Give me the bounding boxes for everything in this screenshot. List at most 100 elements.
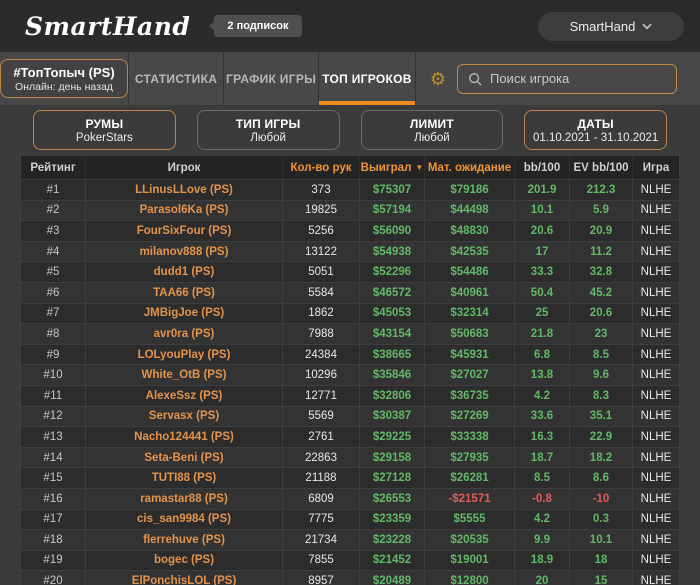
player-name-link[interactable]: TUTI88 (PS) <box>86 468 283 488</box>
tab-game-graph[interactable]: ГРАФИК ИГРЫ <box>224 52 320 105</box>
column-header-7[interactable]: Игра <box>633 156 679 179</box>
game-cell: NLHE <box>640 472 672 485</box>
filter-dates[interactable]: ДАТЫ 01.10.2021 - 31.10.2021 <box>524 110 667 150</box>
rank-cell: #13 <box>21 427 86 447</box>
settings-gear-icon[interactable]: ⚙ <box>429 68 446 89</box>
hands-count-cell: 373 <box>283 180 360 200</box>
player-search-input[interactable] <box>489 71 666 86</box>
ev-won-cell: $45931 <box>425 344 515 365</box>
player-name-link[interactable]: LOLyouPlay (PS) <box>86 344 283 365</box>
hands-count-cell: 8957 <box>283 571 360 585</box>
bb100-cell: 10.1 <box>515 200 570 221</box>
game-cell: NLHE <box>640 245 672 258</box>
chevron-down-icon <box>642 23 652 29</box>
won-cell: $23228 <box>360 530 425 550</box>
player-search-box[interactable] <box>456 63 677 94</box>
player-name-link[interactable]: dudd1 (PS) <box>86 262 283 282</box>
player-name-link[interactable]: milanov888 (PS) <box>86 241 283 262</box>
hands-count-cell: 24384 <box>283 344 360 365</box>
tab-statistics[interactable]: СТАТИСТИКА <box>129 52 225 105</box>
bb100-cell: 8.5 <box>515 468 570 488</box>
player-name-link[interactable]: Parasol6Ka (PS) <box>86 200 283 221</box>
ev-won-cell: -$21571 <box>425 488 515 509</box>
hands-count-cell: 10296 <box>283 365 360 385</box>
tab-game-graph-label: ГРАФИК ИГРЫ <box>226 71 317 86</box>
won-cell: $21452 <box>360 550 425 571</box>
game-cell: NLHE <box>640 348 672 361</box>
player-name-link[interactable]: Nacho124441 (PS) <box>86 427 283 447</box>
table-row: #1 LLinusLLove (PS) 373 $75307 $79186 201.9 21… <box>21 180 679 201</box>
column-header-1[interactable]: Игрок <box>86 156 283 179</box>
bb100-cell: 33.6 <box>515 406 570 427</box>
table-row: #5 dudd1 (PS) 5051 $52296 $54486 33.3 32.8 NLHE <box>21 262 679 283</box>
player-name-link[interactable]: AlexeSsz (PS) <box>86 385 283 406</box>
nav-tools: ⚙ <box>416 52 700 105</box>
rank-cell: #5 <box>21 262 86 282</box>
player-name-link[interactable]: LLinusLLove (PS) <box>86 180 283 200</box>
column-label: bb/100 <box>523 161 561 174</box>
subscriptions-badge[interactable]: 2 подписок <box>214 15 302 37</box>
bb100-cell: 4.2 <box>515 385 570 406</box>
table-row: #6 TAA66 (PS) 5584 $46572 $40961 50.4 45.2 NLHE <box>21 282 679 304</box>
player-name-link[interactable]: JMBigJoe (PS) <box>86 303 283 324</box>
bb100-cell: 20.6 <box>515 221 570 241</box>
logo[interactable]: SmartHand <box>25 11 191 41</box>
column-header-4[interactable]: Мат. ожидание <box>425 156 515 179</box>
ev-won-cell: $12800 <box>425 571 515 585</box>
column-header-5[interactable]: bb/100 <box>515 156 570 179</box>
ev-bb100-cell: 20.6 <box>570 303 633 324</box>
rank-cell: #12 <box>21 406 86 427</box>
bb100-cell: 16.3 <box>515 427 570 447</box>
player-name-link[interactable]: White_OtB (PS) <box>86 365 283 385</box>
player-name-link[interactable]: TAA66 (PS) <box>86 282 283 303</box>
game-cell: NLHE <box>640 369 672 382</box>
tab-top-players[interactable]: ТОП ИГРОКОВ <box>319 52 416 105</box>
filter-game-type[interactable]: ТИП ИГРЫ Любой <box>196 110 340 150</box>
filter-dates-title: ДАТЫ <box>577 116 614 131</box>
won-cell: $29225 <box>360 427 425 447</box>
hands-count-cell: 12771 <box>283 385 360 406</box>
rank-cell: #17 <box>21 509 86 530</box>
won-cell: $23359 <box>360 509 425 530</box>
column-header-6[interactable]: EV bb/100 <box>570 156 633 179</box>
player-name-link[interactable]: avr0ra (PS) <box>86 324 283 344</box>
filter-rooms[interactable]: РУМЫ PokerStars <box>33 110 176 150</box>
filter-limit[interactable]: ЛИМИТ Любой <box>360 110 504 150</box>
bb100-cell: 18.9 <box>515 550 570 571</box>
ev-won-cell: $33338 <box>425 427 515 447</box>
table-body: #1 LLinusLLove (PS) 373 $75307 $79186 201.9 21… <box>21 180 679 585</box>
column-header-2[interactable]: Кол-во рук <box>283 156 360 179</box>
column-header-0[interactable]: Рейтинг <box>21 156 86 179</box>
game-cell: NLHE <box>640 389 672 402</box>
column-header-3[interactable]: Выиграл ▼ <box>360 156 425 179</box>
player-name-link[interactable]: cis_san9984 (PS) <box>86 509 283 530</box>
ev-bb100-cell: 9.6 <box>570 365 633 385</box>
team-tab-button[interactable]: #ТопТопыч (PS) Онлайн: день назад <box>0 59 128 98</box>
player-name-link[interactable]: Servasx (PS) <box>86 406 283 427</box>
filter-limit-title: ЛИМИТ <box>409 116 454 131</box>
account-menu-button[interactable]: SmartHand <box>538 11 684 41</box>
player-name-link[interactable]: flerrehuve (PS) <box>86 530 283 550</box>
won-cell: $29158 <box>360 447 425 468</box>
bb100-cell: 9.9 <box>515 530 570 550</box>
bb100-cell: 33.3 <box>515 262 570 282</box>
ev-won-cell: $27935 <box>425 447 515 468</box>
bb100-cell: 20 <box>515 571 570 585</box>
column-label: EV bb/100 <box>573 161 629 174</box>
player-name-link[interactable]: ramastar88 (PS) <box>86 488 283 509</box>
table-row: #12 Servasx (PS) 5569 $30387 $27269 33.6 35.1 N… <box>21 406 679 428</box>
game-cell: NLHE <box>640 533 672 546</box>
hands-count-cell: 5569 <box>283 406 360 427</box>
hands-count-cell: 21188 <box>283 468 360 488</box>
ev-bb100-cell: 32.8 <box>570 262 633 282</box>
table-row: #11 AlexeSsz (PS) 12771 $32806 $36735 4.2 8.3 N… <box>21 385 679 407</box>
game-cell: NLHE <box>640 430 672 443</box>
hands-count-cell: 21734 <box>283 530 360 550</box>
player-name-link[interactable]: Seta-Beni (PS) <box>86 447 283 468</box>
player-name-link[interactable]: bogec (PS) <box>86 550 283 571</box>
tab-top-players-label: ТОП ИГРОКОВ <box>322 71 412 86</box>
won-cell: $57194 <box>360 200 425 221</box>
player-name-link[interactable]: ElPonchisLOL (PS) <box>86 571 283 585</box>
rank-cell: #4 <box>21 241 86 262</box>
player-name-link[interactable]: FourSixFour (PS) <box>86 221 283 241</box>
